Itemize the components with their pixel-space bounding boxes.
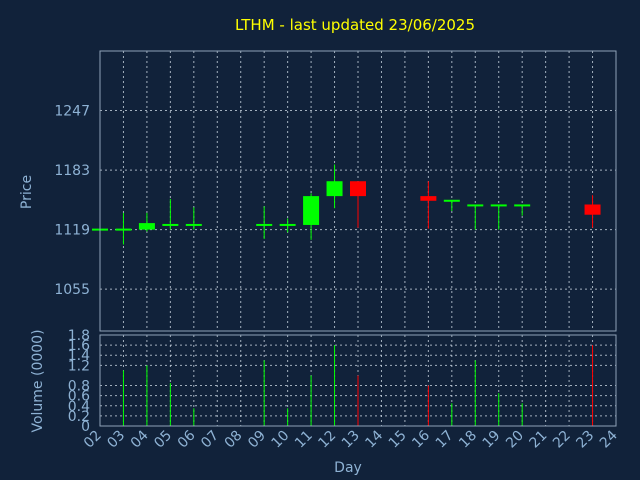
price-tick-label: 1183 — [54, 163, 90, 179]
candle — [162, 198, 179, 230]
candle — [467, 204, 484, 230]
candle-body — [303, 196, 320, 225]
day-tick-label: 09 — [245, 428, 269, 452]
day-tick-label: 20 — [503, 428, 527, 452]
price-tick-label: 1055 — [54, 282, 90, 298]
price-tick-label: 1119 — [54, 223, 90, 239]
price-panel-frame — [99, 50, 617, 332]
day-tick-label: 13 — [339, 428, 363, 452]
volume-panel-frame — [99, 334, 617, 427]
day-tick-label: 16 — [409, 427, 433, 451]
volume-tick-label: 1.8 — [68, 328, 90, 344]
candle — [420, 181, 437, 229]
day-tick-label: 05 — [151, 428, 175, 452]
candle — [443, 199, 460, 211]
volume-tick-label: 1.2 — [68, 358, 90, 374]
candle — [490, 204, 507, 230]
candle-body — [162, 223, 179, 226]
price-y-ticks: 1055 1119 1183 1247 — [54, 104, 90, 299]
day-tick-label: 03 — [104, 428, 128, 452]
day-tick-label: 14 — [362, 427, 386, 451]
day-tick-label: 07 — [198, 428, 222, 452]
day-tick-label: 19 — [480, 428, 504, 452]
day-tick-label: 08 — [222, 428, 246, 452]
day-x-ticks: 02 03 04 05 06 07 08 09 10 11 12 13 14 15 16 17 18 19 20 21… — [81, 427, 621, 451]
candle-body — [185, 223, 202, 226]
volume-tick-label: 0.4 — [68, 399, 90, 415]
candle — [584, 195, 601, 228]
price-axis-label: Price — [19, 175, 35, 209]
volume-tick-label: 0.6 — [68, 389, 90, 405]
candle-body — [443, 199, 460, 202]
volume-bars — [122, 345, 594, 426]
day-tick-label: 11 — [292, 428, 316, 452]
day-tick-label: 18 — [456, 428, 480, 452]
volume-tick-label: 0.2 — [68, 409, 90, 425]
x-axis-label: Day — [334, 460, 362, 476]
day-tick-label: 06 — [175, 427, 199, 451]
day-tick-label: 21 — [527, 428, 551, 452]
price-candles — [92, 164, 601, 245]
price-tick-label: 1247 — [54, 104, 90, 120]
day-tick-label: 23 — [573, 428, 597, 452]
candle — [514, 204, 531, 216]
candle-body — [115, 228, 132, 231]
volume-tick-label: 0.8 — [68, 379, 90, 395]
candle-body — [584, 204, 601, 215]
candle-body — [256, 223, 273, 226]
volume-axis-label: Volume (0000) — [30, 329, 46, 432]
day-tick-label: 04 — [128, 427, 152, 451]
day-tick-label: 22 — [550, 428, 574, 452]
candle — [303, 193, 320, 240]
candle-body — [350, 181, 366, 197]
candle — [138, 212, 155, 232]
candle-body — [326, 181, 343, 197]
candle-body — [420, 196, 437, 201]
candle-body — [279, 223, 296, 226]
day-tick-label: 17 — [433, 428, 457, 452]
chart-title: LTHM - last updated 23/06/2025 — [235, 16, 475, 34]
day-tick-label: 10 — [269, 428, 293, 452]
volume-tick-label: 1.4 — [68, 348, 90, 364]
candle — [279, 218, 296, 233]
candle — [350, 181, 366, 228]
candle-body — [467, 204, 484, 207]
candle — [115, 212, 132, 245]
volume-tick-label: 0 — [81, 419, 90, 435]
candle — [185, 207, 202, 230]
candle-body — [490, 204, 507, 207]
day-tick-label: 12 — [315, 428, 339, 452]
candle — [326, 164, 343, 209]
candle — [256, 206, 273, 239]
volume-tick-label: 1.6 — [68, 338, 90, 354]
volume-y-ticks: 00.20.40.60.8 1.21.41.61.8 — [68, 328, 90, 435]
day-tick-label: 24 — [597, 427, 621, 451]
day-tick-label: 15 — [386, 428, 410, 452]
candle-body — [138, 223, 155, 230]
candle-body — [514, 204, 531, 207]
